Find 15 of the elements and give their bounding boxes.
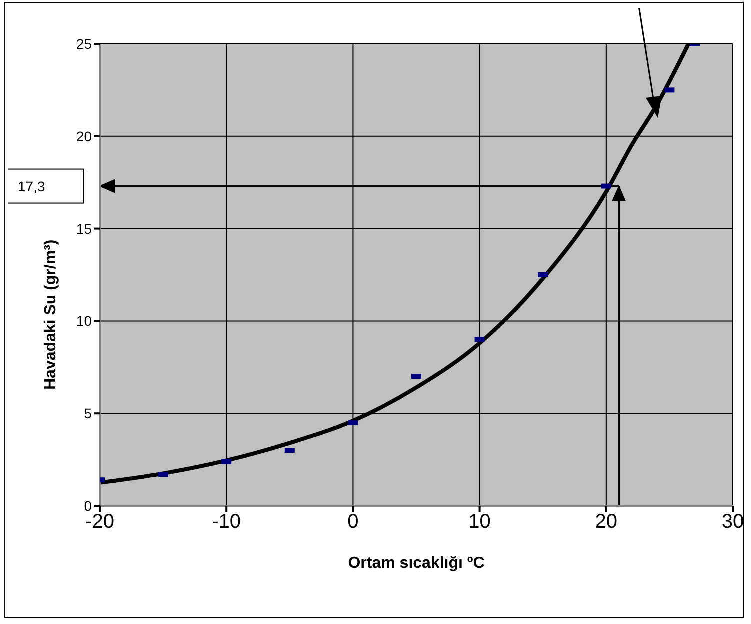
y-tick-label: 25 (76, 36, 92, 52)
x-tick-label: -20 (86, 511, 114, 534)
y-tick-label: 10 (76, 313, 92, 330)
x-tick-label: -10 (212, 511, 242, 534)
ref-line-label: 17,3 (18, 178, 46, 194)
y-axis-title: Havadaki Su (gr/m³) (42, 240, 60, 390)
y-tick-label: 5 (84, 406, 92, 422)
y-tick-label: 15 (76, 220, 92, 237)
y-tick-label: 20 (76, 128, 92, 144)
x-tick-label: 0 (348, 511, 359, 534)
x-tick-label: 10 (468, 511, 491, 534)
x-tick-label: 30 (722, 511, 744, 534)
y-tick-label: 0 (84, 498, 92, 514)
x-tick-label: 20 (595, 511, 618, 534)
x-axis-title: Ortam sıcaklığı ºC (348, 555, 486, 572)
